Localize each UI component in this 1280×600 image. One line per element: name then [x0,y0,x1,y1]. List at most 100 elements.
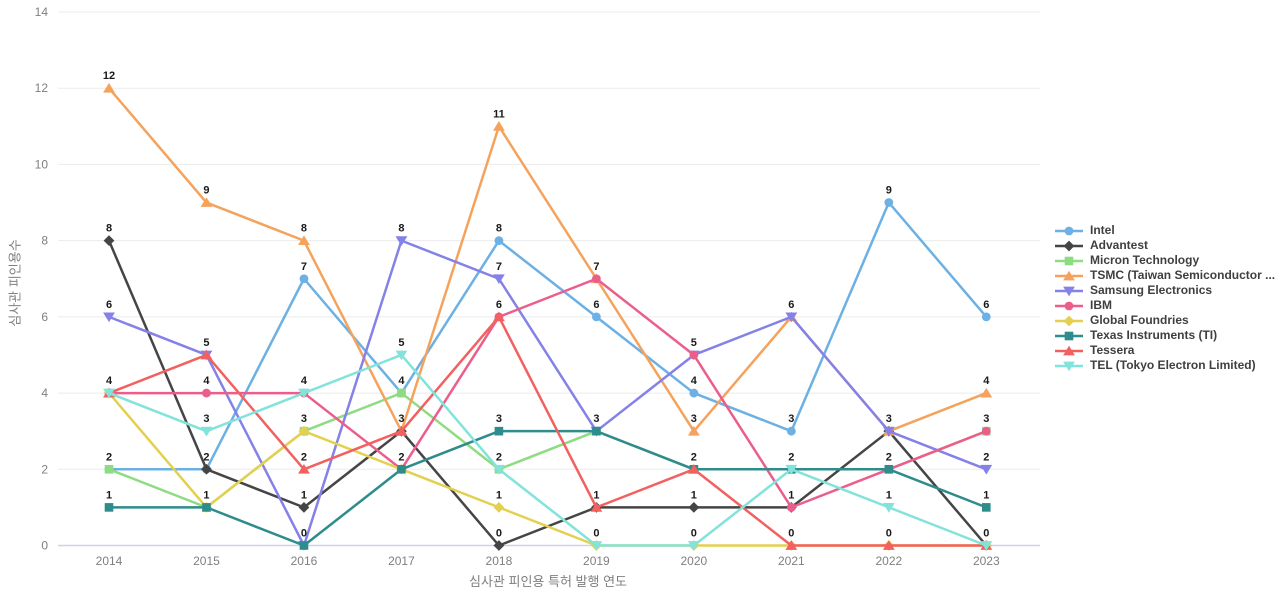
value-label: 2 [691,451,697,463]
value-label: 3 [788,413,794,425]
legend-label: Intel [1090,223,1115,237]
data-point-tel-tokyo-electron-limited-2017[interactable] [395,350,408,361]
data-point-tsmc-taiwan-semiconductor-2016[interactable] [298,235,310,246]
data-point-intel-2016[interactable] [299,274,309,284]
legend-label: IBM [1090,298,1112,312]
data-point-tsmc-taiwan-semiconductor-2018[interactable] [493,121,505,131]
value-label: 5 [398,337,404,349]
data-point-ibm-2021[interactable] [786,502,796,512]
series-line-tel-tokyo-electron-limited [107,353,988,547]
value-label: 7 [301,261,307,273]
data-point-intel-2022[interactable] [884,198,894,207]
data-point-tessera-2022[interactable] [882,540,895,550]
data-point-texas-instruments-ti-2017[interactable] [397,464,406,474]
data-point-tel-tokyo-electron-limited-2020[interactable] [687,541,700,551]
data-point-intel-2019[interactable] [591,312,601,322]
legend-item-global-foundries[interactable]: Global Foundries [1054,313,1275,328]
data-point-texas-instruments-ti-2022[interactable] [884,464,894,474]
data-point-tel-tokyo-electron-limited-2018[interactable] [493,464,505,475]
data-point-tel-tokyo-electron-limited-2022[interactable] [882,502,895,513]
data-point-tessera-2015[interactable] [200,349,213,360]
data-point-global-foundries-2018[interactable] [493,501,505,513]
data-point-tsmc-taiwan-semiconductor-2020[interactable] [687,425,700,436]
data-point-texas-instruments-ti-2016[interactable] [299,541,309,550]
data-point-texas-instruments-ti-2014[interactable] [104,503,114,512]
legend-item-intel[interactable]: Intel [1054,223,1275,238]
data-point-tel-tokyo-electron-limited-2014[interactable] [103,388,115,399]
data-point-ibm-2015[interactable] [202,388,211,398]
data-point-ibm-2023[interactable] [981,426,991,436]
legend-item-advantest[interactable]: Advantest [1054,238,1275,253]
value-label: 0 [496,528,502,540]
data-point-tsmc-taiwan-semiconductor-2023[interactable] [980,387,993,398]
data-point-tel-tokyo-electron-limited-2016[interactable] [298,388,310,399]
legend-label: Global Foundries [1090,313,1189,327]
data-point-samsung-electronics-2023[interactable] [980,464,993,475]
value-label: 8 [106,223,112,235]
data-point-samsung-electronics-2021[interactable] [785,312,798,323]
data-point-texas-instruments-ti-2018[interactable] [494,426,504,436]
data-point-micron-technology-2017[interactable] [397,388,406,398]
legend-item-ibm[interactable]: IBM [1054,298,1275,313]
data-point-advantest-2018[interactable] [493,540,505,551]
legend-item-tel-tokyo-electron-limited[interactable]: TEL (Tokyo Electron Limited) [1054,358,1275,373]
data-point-tel-tokyo-electron-limited-2015[interactable] [200,426,213,437]
data-point-texas-instruments-ti-2019[interactable] [592,426,601,436]
legend-label: Micron Technology [1090,253,1200,267]
x-tick-label: 2023 [973,554,1000,568]
value-label: 4 [106,375,113,387]
data-point-samsung-electronics-2022[interactable] [882,426,895,437]
value-label: 8 [496,223,502,235]
data-point-intel-2021[interactable] [786,426,796,436]
value-label: 9 [203,185,209,197]
x-tick-label: 2015 [193,554,220,568]
data-point-tessera-2017[interactable] [395,425,408,436]
data-point-advantest-2016[interactable] [298,501,310,513]
data-point-tessera-2021[interactable] [785,540,798,550]
legend-item-tessera[interactable]: Tessera [1054,343,1275,358]
data-point-samsung-electronics-2014[interactable] [103,312,115,323]
data-point-advantest-2014[interactable] [103,235,115,247]
y-tick-label: 4 [41,386,48,400]
data-point-tel-tokyo-electron-limited-2019[interactable] [590,541,603,551]
data-point-texas-instruments-ti-2023[interactable] [982,503,991,512]
legend-symbol-tessera [1055,345,1083,355]
data-point-global-foundries-2016[interactable] [298,425,310,437]
value-label: 3 [593,413,599,425]
data-point-intel-2018[interactable] [494,236,504,246]
data-point-tessera-2019[interactable] [590,502,603,512]
data-point-intel-2020[interactable] [689,388,699,398]
data-point-tsmc-taiwan-semiconductor-2014[interactable] [103,82,115,93]
value-label: 4 [691,375,698,387]
data-point-tessera-2020[interactable] [687,463,700,474]
data-point-advantest-2015[interactable] [201,463,212,475]
data-point-tessera-2018[interactable] [493,311,505,322]
legend-item-micron-technology[interactable]: Micron Technology [1054,253,1275,268]
x-tick-label: 2017 [388,554,415,568]
data-point-tsmc-taiwan-semiconductor-2015[interactable] [200,197,213,207]
x-tick-label: 2020 [681,554,708,568]
legend-item-tsmc-taiwan-semiconductor[interactable]: TSMC (Taiwan Semiconductor ... [1054,268,1275,283]
data-point-ibm-2020[interactable] [689,350,699,360]
value-label: 8 [398,223,404,235]
data-point-tel-tokyo-electron-limited-2021[interactable] [785,464,798,475]
data-point-samsung-electronics-2017[interactable] [395,236,408,246]
data-point-samsung-electronics-2018[interactable] [493,274,505,285]
legend-symbol-ibm [1055,301,1083,310]
value-label: 2 [398,451,404,463]
legend-symbol-global-foundries [1055,315,1083,326]
value-label: 0 [691,528,697,540]
x-tick-label: 2021 [778,554,805,568]
data-point-advantest-2020[interactable] [688,501,700,513]
data-point-tessera-2016[interactable] [298,463,310,474]
data-point-micron-technology-2014[interactable] [104,464,114,474]
value-label: 9 [886,185,892,197]
data-point-tel-tokyo-electron-limited-2023[interactable] [980,541,993,551]
legend-item-samsung-electronics[interactable]: Samsung Electronics [1054,283,1275,298]
y-axis-title: 심사관 피인용수 [7,239,23,327]
data-point-ibm-2019[interactable] [591,274,601,284]
legend-item-texas-instruments-ti[interactable]: Texas Instruments (TI) [1054,328,1275,343]
data-point-texas-instruments-ti-2015[interactable] [202,503,211,512]
data-point-intel-2023[interactable] [981,312,991,322]
